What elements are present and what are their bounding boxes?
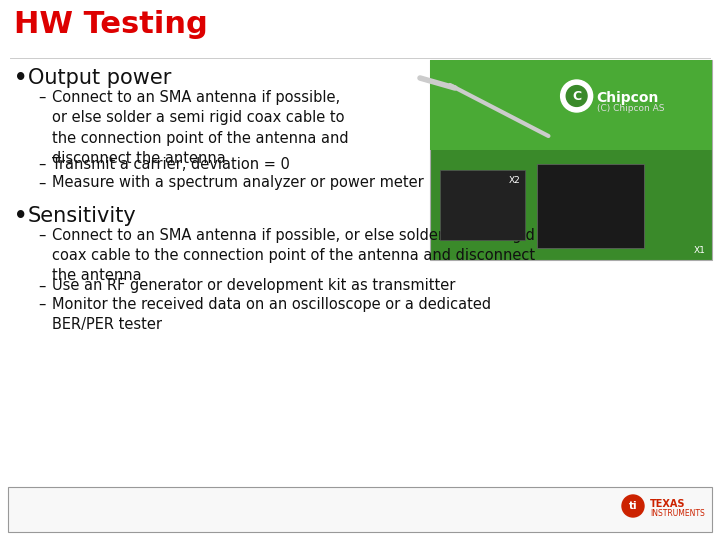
Text: –: – xyxy=(38,228,45,242)
Text: C: C xyxy=(572,90,581,103)
Circle shape xyxy=(561,80,593,112)
Bar xyxy=(440,170,525,240)
Text: X1: X1 xyxy=(694,246,706,255)
Bar xyxy=(8,487,712,532)
Text: •: • xyxy=(14,68,27,88)
Text: Transmit a carrier, deviation = 0: Transmit a carrier, deviation = 0 xyxy=(52,157,290,172)
Bar xyxy=(430,60,712,260)
Text: Use an RF generator or development kit as transmitter: Use an RF generator or development kit a… xyxy=(52,279,455,293)
Text: Monitor the received data on an oscilloscope or a dedicated
BER/PER tester: Monitor the received data on an oscillos… xyxy=(52,297,491,332)
Bar xyxy=(430,60,712,150)
Text: Measure with a spectrum analyzer or power meter: Measure with a spectrum analyzer or powe… xyxy=(52,176,424,191)
Text: INSTRUMENTS: INSTRUMENTS xyxy=(650,509,705,518)
Text: –: – xyxy=(38,279,45,293)
Text: TEXAS: TEXAS xyxy=(650,499,685,509)
Text: –: – xyxy=(38,176,45,191)
Text: HW Testing: HW Testing xyxy=(14,10,208,39)
Text: ti: ti xyxy=(629,501,637,511)
Text: –: – xyxy=(38,90,45,105)
Text: Sensitivity: Sensitivity xyxy=(28,206,137,226)
Text: Connect to an SMA antenna if possible,
or else solder a semi rigid coax cable to: Connect to an SMA antenna if possible, o… xyxy=(52,90,348,166)
Bar xyxy=(537,164,644,248)
Text: Chipcon: Chipcon xyxy=(597,91,659,105)
Text: •: • xyxy=(14,206,27,226)
Text: –: – xyxy=(38,297,45,312)
Text: X2: X2 xyxy=(509,176,521,185)
Text: (C) Chipcon AS: (C) Chipcon AS xyxy=(597,104,664,113)
Text: –: – xyxy=(38,157,45,172)
Text: Output power: Output power xyxy=(28,68,171,88)
Text: Connect to an SMA antenna if possible, or else solder a semi rigid
coax cable to: Connect to an SMA antenna if possible, o… xyxy=(52,228,535,284)
Circle shape xyxy=(622,495,644,517)
Circle shape xyxy=(566,86,587,106)
